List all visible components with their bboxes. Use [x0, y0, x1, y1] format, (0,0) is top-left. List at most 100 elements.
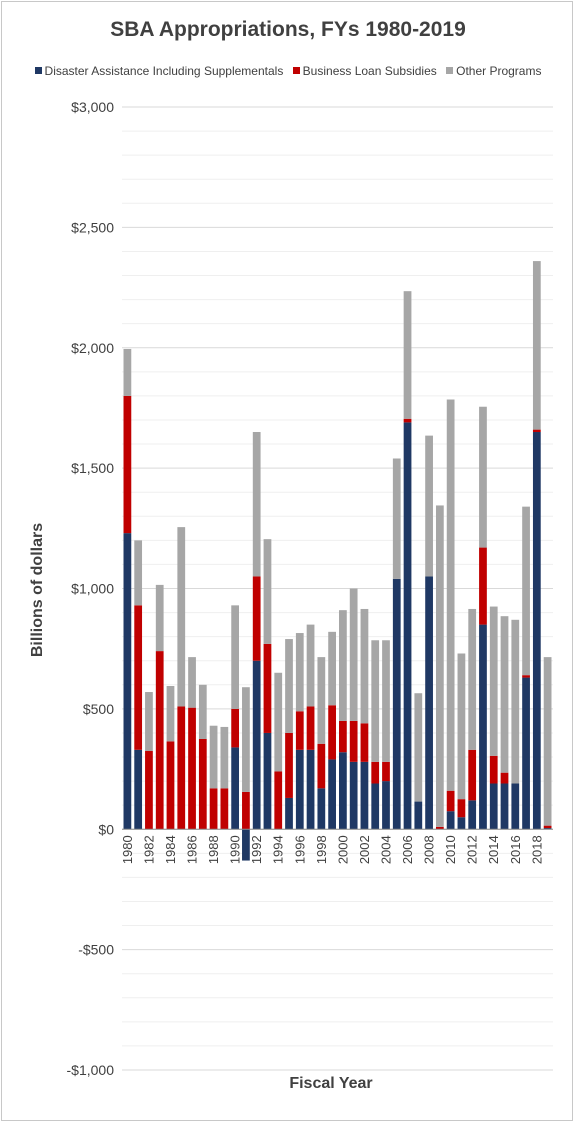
- x-tick-label: 2012: [465, 835, 480, 864]
- other-programs-bar-2000: [339, 610, 347, 721]
- other-programs-bar-1996: [295, 633, 304, 712]
- disaster-bar-1980: [123, 533, 132, 830]
- loan-subsidy-bar-1994: [274, 771, 283, 830]
- loan-subsidy-bar-2012: [468, 749, 477, 801]
- loan-subsidy-bar-1998: [317, 743, 326, 789]
- loan-subsidy-bar-2017: [522, 675, 530, 678]
- other-programs-bar-1989: [220, 726, 229, 789]
- other-programs-bar-2008: [425, 435, 433, 577]
- other-programs-bar-2011: [457, 653, 466, 800]
- loan-subsidy-bar-1985: [177, 706, 186, 830]
- loan-subsidy-bar-1999: [328, 705, 336, 760]
- other-programs-bar-1983: [155, 584, 164, 652]
- disaster-bar-2017: [522, 677, 530, 830]
- loan-subsidy-bar-2009: [435, 826, 444, 830]
- loan-subsidy-bar-2000: [339, 720, 347, 753]
- y-tick-label: -$1,000: [67, 1062, 115, 1078]
- x-tick-label: 1980: [120, 835, 135, 864]
- loan-subsidy-bar-2014: [489, 755, 498, 784]
- other-programs-bar-2003: [371, 640, 380, 762]
- other-programs-bar-1981: [134, 540, 143, 606]
- y-tick-label: $2,000: [71, 340, 114, 356]
- loan-subsidy-bar-1980: [123, 395, 132, 534]
- disaster-bar-2008: [425, 576, 433, 830]
- loan-subsidy-bar-2001: [349, 720, 358, 762]
- loan-subsidy-bar-1987: [198, 738, 207, 830]
- other-programs-bar-2015: [500, 616, 509, 773]
- disaster-bar-2006: [403, 422, 412, 830]
- other-programs-bar-2010: [446, 399, 455, 791]
- chart-title: SBA Appropriations, FYs 1980-2019: [110, 18, 466, 41]
- other-programs-bar-2014: [489, 606, 498, 756]
- loan-subsidy-bar-1991: [242, 791, 250, 830]
- legend-swatch-loan-subsidies: [292, 67, 300, 74]
- disaster-bar-2019: [543, 828, 552, 830]
- legend-label-other-programs: Other Programs: [456, 64, 542, 78]
- x-tick-label: 2018: [529, 835, 544, 864]
- disaster-bar-2010: [446, 811, 455, 830]
- x-tick-label: 1988: [206, 835, 221, 864]
- disaster-bar-1981: [134, 749, 143, 830]
- loan-subsidy-bar-2004: [382, 761, 390, 782]
- disaster-bar-2003: [371, 783, 380, 830]
- disaster-bar-2018: [532, 432, 541, 830]
- x-tick-label: 1982: [141, 835, 156, 864]
- other-programs-bar-1988: [209, 725, 218, 789]
- disaster-bar-2016: [511, 783, 520, 830]
- other-programs-bar-2009: [435, 505, 444, 827]
- legend-item-loan-subsidies: Business Loan Subsidies: [292, 64, 437, 78]
- x-tick-label: 2006: [400, 835, 415, 864]
- other-programs-bar-1995: [285, 639, 293, 733]
- loan-subsidy-bar-1993: [263, 643, 272, 733]
- other-programs-bar-1980: [123, 348, 132, 396]
- disaster-bar-2012: [468, 800, 477, 830]
- loan-subsidy-bar-1997: [306, 706, 315, 750]
- loan-subsidy-bar-1984: [166, 741, 175, 830]
- other-programs-bar-1991: [242, 687, 250, 792]
- loan-subsidy-bar-2013: [479, 547, 487, 625]
- legend-item-other-programs: Other Programs: [446, 64, 541, 78]
- disaster-bar-2013: [479, 624, 487, 830]
- disaster-bar-2015: [500, 783, 509, 830]
- other-programs-bar-1999: [328, 631, 336, 706]
- loan-subsidy-bar-2018: [532, 429, 541, 433]
- other-programs-bar-2007: [414, 693, 423, 802]
- other-programs-bar-2019: [543, 657, 552, 826]
- loan-subsidy-bar-1982: [145, 751, 153, 830]
- y-tick-label: $500: [83, 701, 114, 717]
- y-tick-label: $1,000: [71, 581, 114, 597]
- legend-swatch-disaster: [34, 67, 42, 74]
- disaster-bar-1999: [328, 759, 336, 830]
- y-tick-label: $1,500: [71, 460, 114, 476]
- x-tick-label: 1984: [163, 835, 178, 864]
- disaster-bar-2011: [457, 817, 466, 830]
- other-programs-bar-1987: [198, 684, 207, 739]
- loan-subsidy-bar-1981: [134, 605, 143, 750]
- loan-subsidy-bar-2011: [457, 799, 466, 818]
- other-programs-bar-1997: [306, 624, 315, 707]
- disaster-bar-1995: [285, 797, 293, 830]
- loan-subsidy-bar-1996: [295, 711, 304, 750]
- other-programs-bar-2018: [532, 261, 541, 430]
- other-programs-bar-2005: [392, 458, 401, 579]
- x-tick-label: 2014: [486, 835, 501, 864]
- x-tick-label: 2000: [335, 835, 350, 864]
- other-programs-bar-1986: [188, 657, 196, 708]
- legend-item-disaster: Disaster Assistance Including Supplement…: [34, 64, 284, 78]
- x-tick-label: 2008: [422, 835, 437, 864]
- legend-label-disaster: Disaster Assistance Including Supplement…: [44, 64, 284, 78]
- other-programs-bar-1998: [317, 657, 326, 744]
- other-programs-bar-2013: [479, 406, 487, 548]
- disaster-bar-2001: [349, 761, 358, 830]
- disaster-bar-1998: [317, 788, 326, 830]
- other-programs-bar-2002: [360, 608, 369, 724]
- disaster-bar-2007: [414, 801, 423, 830]
- other-programs-bar-1982: [145, 692, 153, 752]
- legend-swatch-other-programs: [446, 67, 454, 74]
- other-programs-bar-1984: [166, 686, 175, 742]
- other-programs-bar-1985: [177, 527, 186, 707]
- disaster-bar-1992: [252, 660, 261, 830]
- loan-subsidy-bar-2006: [403, 418, 412, 423]
